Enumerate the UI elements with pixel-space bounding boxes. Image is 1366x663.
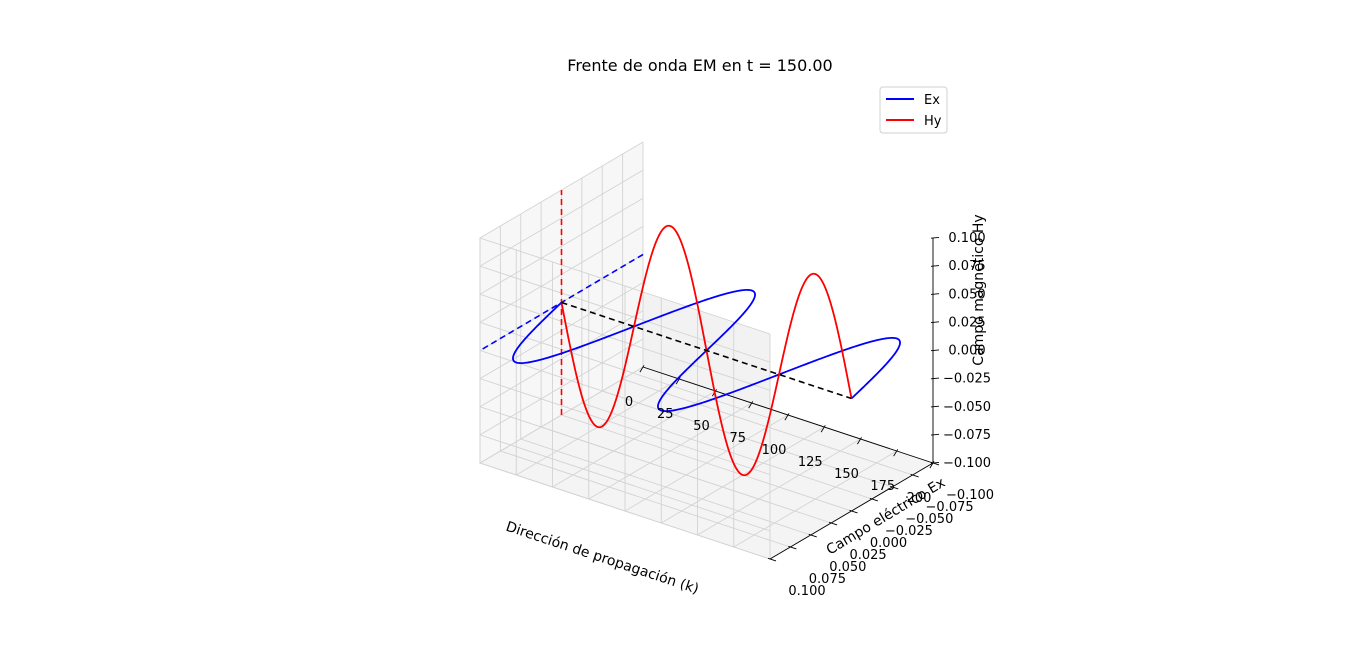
y-7-tick-label: 0.075 [809, 572, 846, 587]
y-2-tick [890, 485, 899, 490]
grid-lines [478, 141, 934, 560]
y-4-tick [849, 509, 858, 514]
z-2-tick-label: −0.050 [943, 400, 991, 415]
x-5-tick-label: 125 [798, 455, 823, 470]
grid-line-z [478, 366, 771, 560]
x-7-tick [893, 449, 899, 457]
legend-label-hy: Hy [924, 114, 942, 129]
axis-lines [639, 236, 940, 562]
grid-line-z [478, 338, 771, 532]
y-6-tick-label: 0.050 [829, 560, 866, 575]
x-0-tick [639, 365, 645, 373]
x-5-tick [820, 425, 826, 433]
x-4-tick-label: 100 [762, 443, 787, 458]
z-5-tick [930, 321, 940, 324]
y-1-tick-label: −0.075 [926, 500, 974, 515]
x-6-tick-label: 150 [834, 467, 859, 482]
z-6-tick-label: 0.050 [948, 287, 985, 302]
x-8-tick [929, 461, 935, 469]
grid-line-z [478, 169, 771, 363]
propagation-reference-line [561, 301, 852, 400]
z-2-tick [930, 405, 940, 408]
z-1-tick-label: −0.075 [943, 428, 991, 443]
x-1-tick-label: 25 [657, 407, 674, 422]
z-3-tick-label: −0.025 [943, 372, 991, 387]
y-5-tick-label: 0.025 [849, 548, 886, 563]
y-8-tick [767, 557, 777, 562]
y-1-tick [910, 473, 919, 478]
y-5-tick [828, 521, 838, 526]
z-1-tick [930, 433, 940, 436]
series-layer [479, 190, 901, 477]
z-7-tick-label: 0.075 [948, 259, 985, 274]
grid-line-z [478, 141, 771, 335]
z-3-tick [930, 377, 940, 380]
x-7-tick-label: 175 [870, 479, 895, 494]
legend: Ex Hy [879, 86, 948, 134]
legend-label-ex: Ex [924, 93, 940, 108]
z-5-tick-label: 0.025 [948, 315, 985, 330]
z-4-tick-label: 0.000 [948, 344, 985, 359]
z-7-tick [930, 265, 940, 267]
z-6-tick [930, 293, 940, 295]
x-2-tick-label: 50 [693, 419, 710, 434]
z-8-tick-label: 0.100 [948, 231, 985, 246]
z-0-tick [930, 461, 940, 464]
y-0-tick-label: −0.100 [946, 488, 994, 503]
z-axis-label: Campo magnético Hy [971, 214, 987, 365]
y-3-tick-label: −0.025 [885, 524, 933, 539]
y-7-tick [788, 545, 797, 550]
x-1-tick [675, 377, 681, 385]
x-8-tick-label: 200 [907, 491, 932, 506]
z-4-tick [930, 349, 940, 352]
x-0-tick-label: 0 [625, 395, 633, 410]
x-6-tick [856, 437, 862, 445]
x-3-tick [748, 401, 754, 409]
z-8-tick [930, 236, 940, 239]
grid-line-z [478, 225, 771, 419]
y-8-tick-label: 0.100 [788, 584, 825, 599]
chart-title: Frente de onda EM en t = 150.00 [567, 56, 832, 75]
x-4-tick [784, 413, 790, 421]
grid-line-z [478, 282, 771, 476]
z-0-tick-label: −0.100 [943, 456, 991, 471]
grid-line-z [478, 310, 771, 504]
y-4-tick-label: 0.000 [870, 536, 907, 551]
y-3-tick [869, 497, 879, 502]
x-3-tick-label: 75 [730, 431, 747, 446]
grid-line-z [478, 197, 771, 391]
y-2-tick-label: −0.050 [905, 512, 953, 527]
y-6-tick [808, 533, 817, 538]
